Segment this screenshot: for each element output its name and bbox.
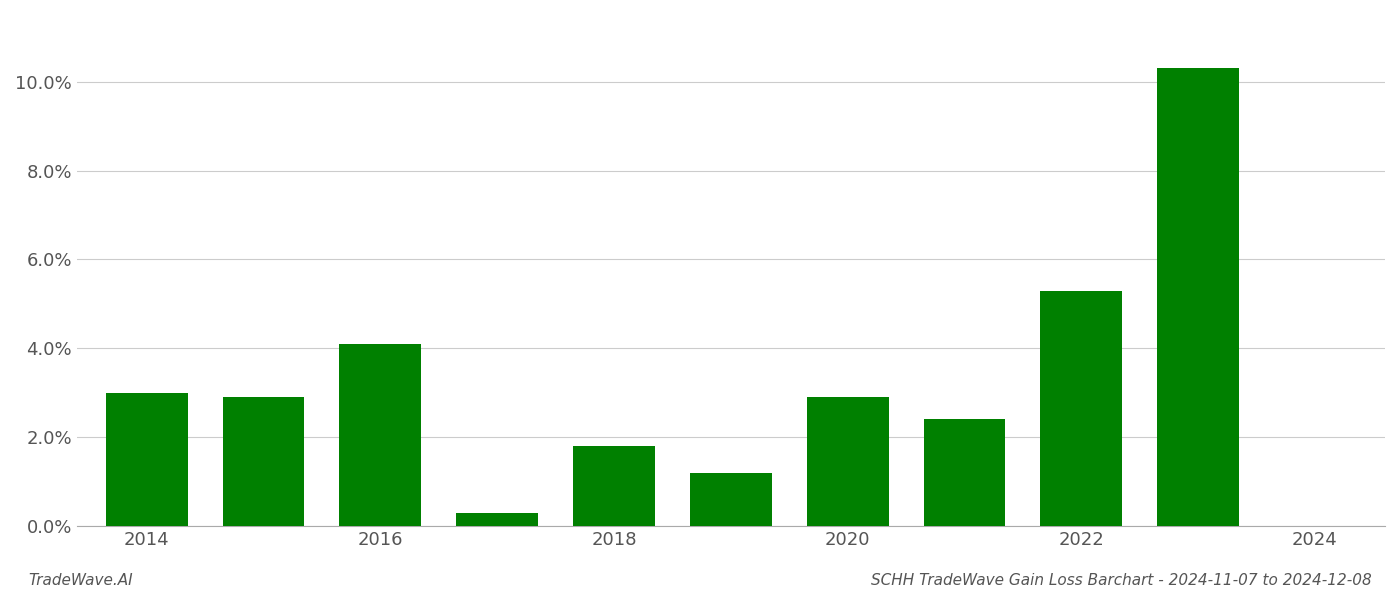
Text: SCHH TradeWave Gain Loss Barchart - 2024-11-07 to 2024-12-08: SCHH TradeWave Gain Loss Barchart - 2024… <box>871 573 1372 588</box>
Bar <box>339 344 421 526</box>
Bar <box>806 397 889 526</box>
Bar <box>106 393 188 526</box>
Bar <box>1158 68 1239 526</box>
Bar <box>456 513 538 526</box>
Bar <box>573 446 655 526</box>
Bar <box>924 419 1005 526</box>
Text: TradeWave.AI: TradeWave.AI <box>28 573 133 588</box>
Bar <box>1040 290 1123 526</box>
Bar <box>223 397 304 526</box>
Bar <box>690 473 771 526</box>
